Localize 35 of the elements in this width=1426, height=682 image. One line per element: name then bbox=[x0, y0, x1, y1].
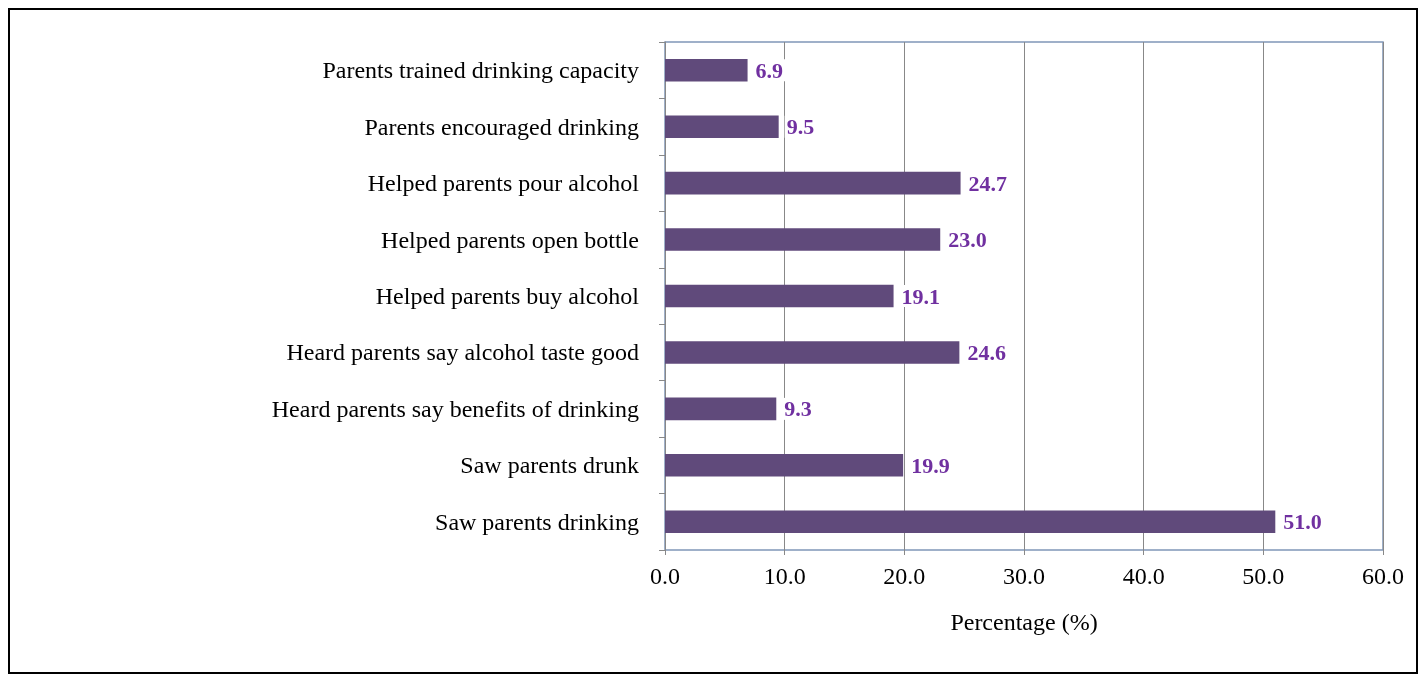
y-tick-label: Saw parents drinking bbox=[435, 508, 639, 535]
x-tick-label: 0.0 bbox=[650, 563, 680, 589]
x-axis-title: Percentage (%) bbox=[950, 609, 1098, 635]
data-label: 9.5 bbox=[786, 114, 815, 140]
bar bbox=[665, 115, 779, 138]
y-tick-label: Saw parents drunk bbox=[460, 452, 639, 479]
y-tick-label: Helped parents open bottle bbox=[381, 226, 639, 253]
y-tick-label: Heard parents say benefits of drinking bbox=[271, 395, 639, 422]
bar bbox=[665, 341, 960, 364]
data-label: 6.9 bbox=[755, 57, 784, 83]
y-tick-label: Heard parents say alcohol taste good bbox=[286, 339, 639, 366]
bar bbox=[665, 58, 748, 82]
bar bbox=[665, 228, 941, 251]
bar bbox=[665, 454, 904, 477]
bar bbox=[665, 510, 1276, 534]
bar bbox=[665, 397, 777, 421]
x-tick-label: 10.0 bbox=[763, 563, 806, 589]
data-label: 24.7 bbox=[968, 170, 1008, 196]
x-tick-label: 40.0 bbox=[1122, 563, 1165, 589]
y-tick-label: Helped parents pour alcohol bbox=[367, 170, 640, 197]
x-tick-label: 60.0 bbox=[1362, 563, 1404, 589]
data-label: 19.9 bbox=[911, 452, 950, 478]
data-label: 51.0 bbox=[1283, 509, 1322, 535]
bar bbox=[665, 284, 894, 308]
data-label: 23.0 bbox=[948, 227, 987, 253]
data-label: 24.6 bbox=[967, 339, 1006, 365]
x-tick-label: 20.0 bbox=[883, 563, 926, 589]
data-label: 9.3 bbox=[784, 396, 812, 422]
x-tick-label: 30.0 bbox=[1003, 563, 1045, 589]
x-tick-label: 50.0 bbox=[1242, 563, 1285, 589]
bar bbox=[665, 171, 961, 195]
data-label: 19.1 bbox=[901, 283, 941, 309]
y-tick-label: Helped parents buy alcohol bbox=[375, 283, 640, 309]
y-tick-label: Parents trained drinking capacity bbox=[322, 57, 639, 84]
y-tick-label: Parents encouraged drinking bbox=[364, 113, 639, 140]
